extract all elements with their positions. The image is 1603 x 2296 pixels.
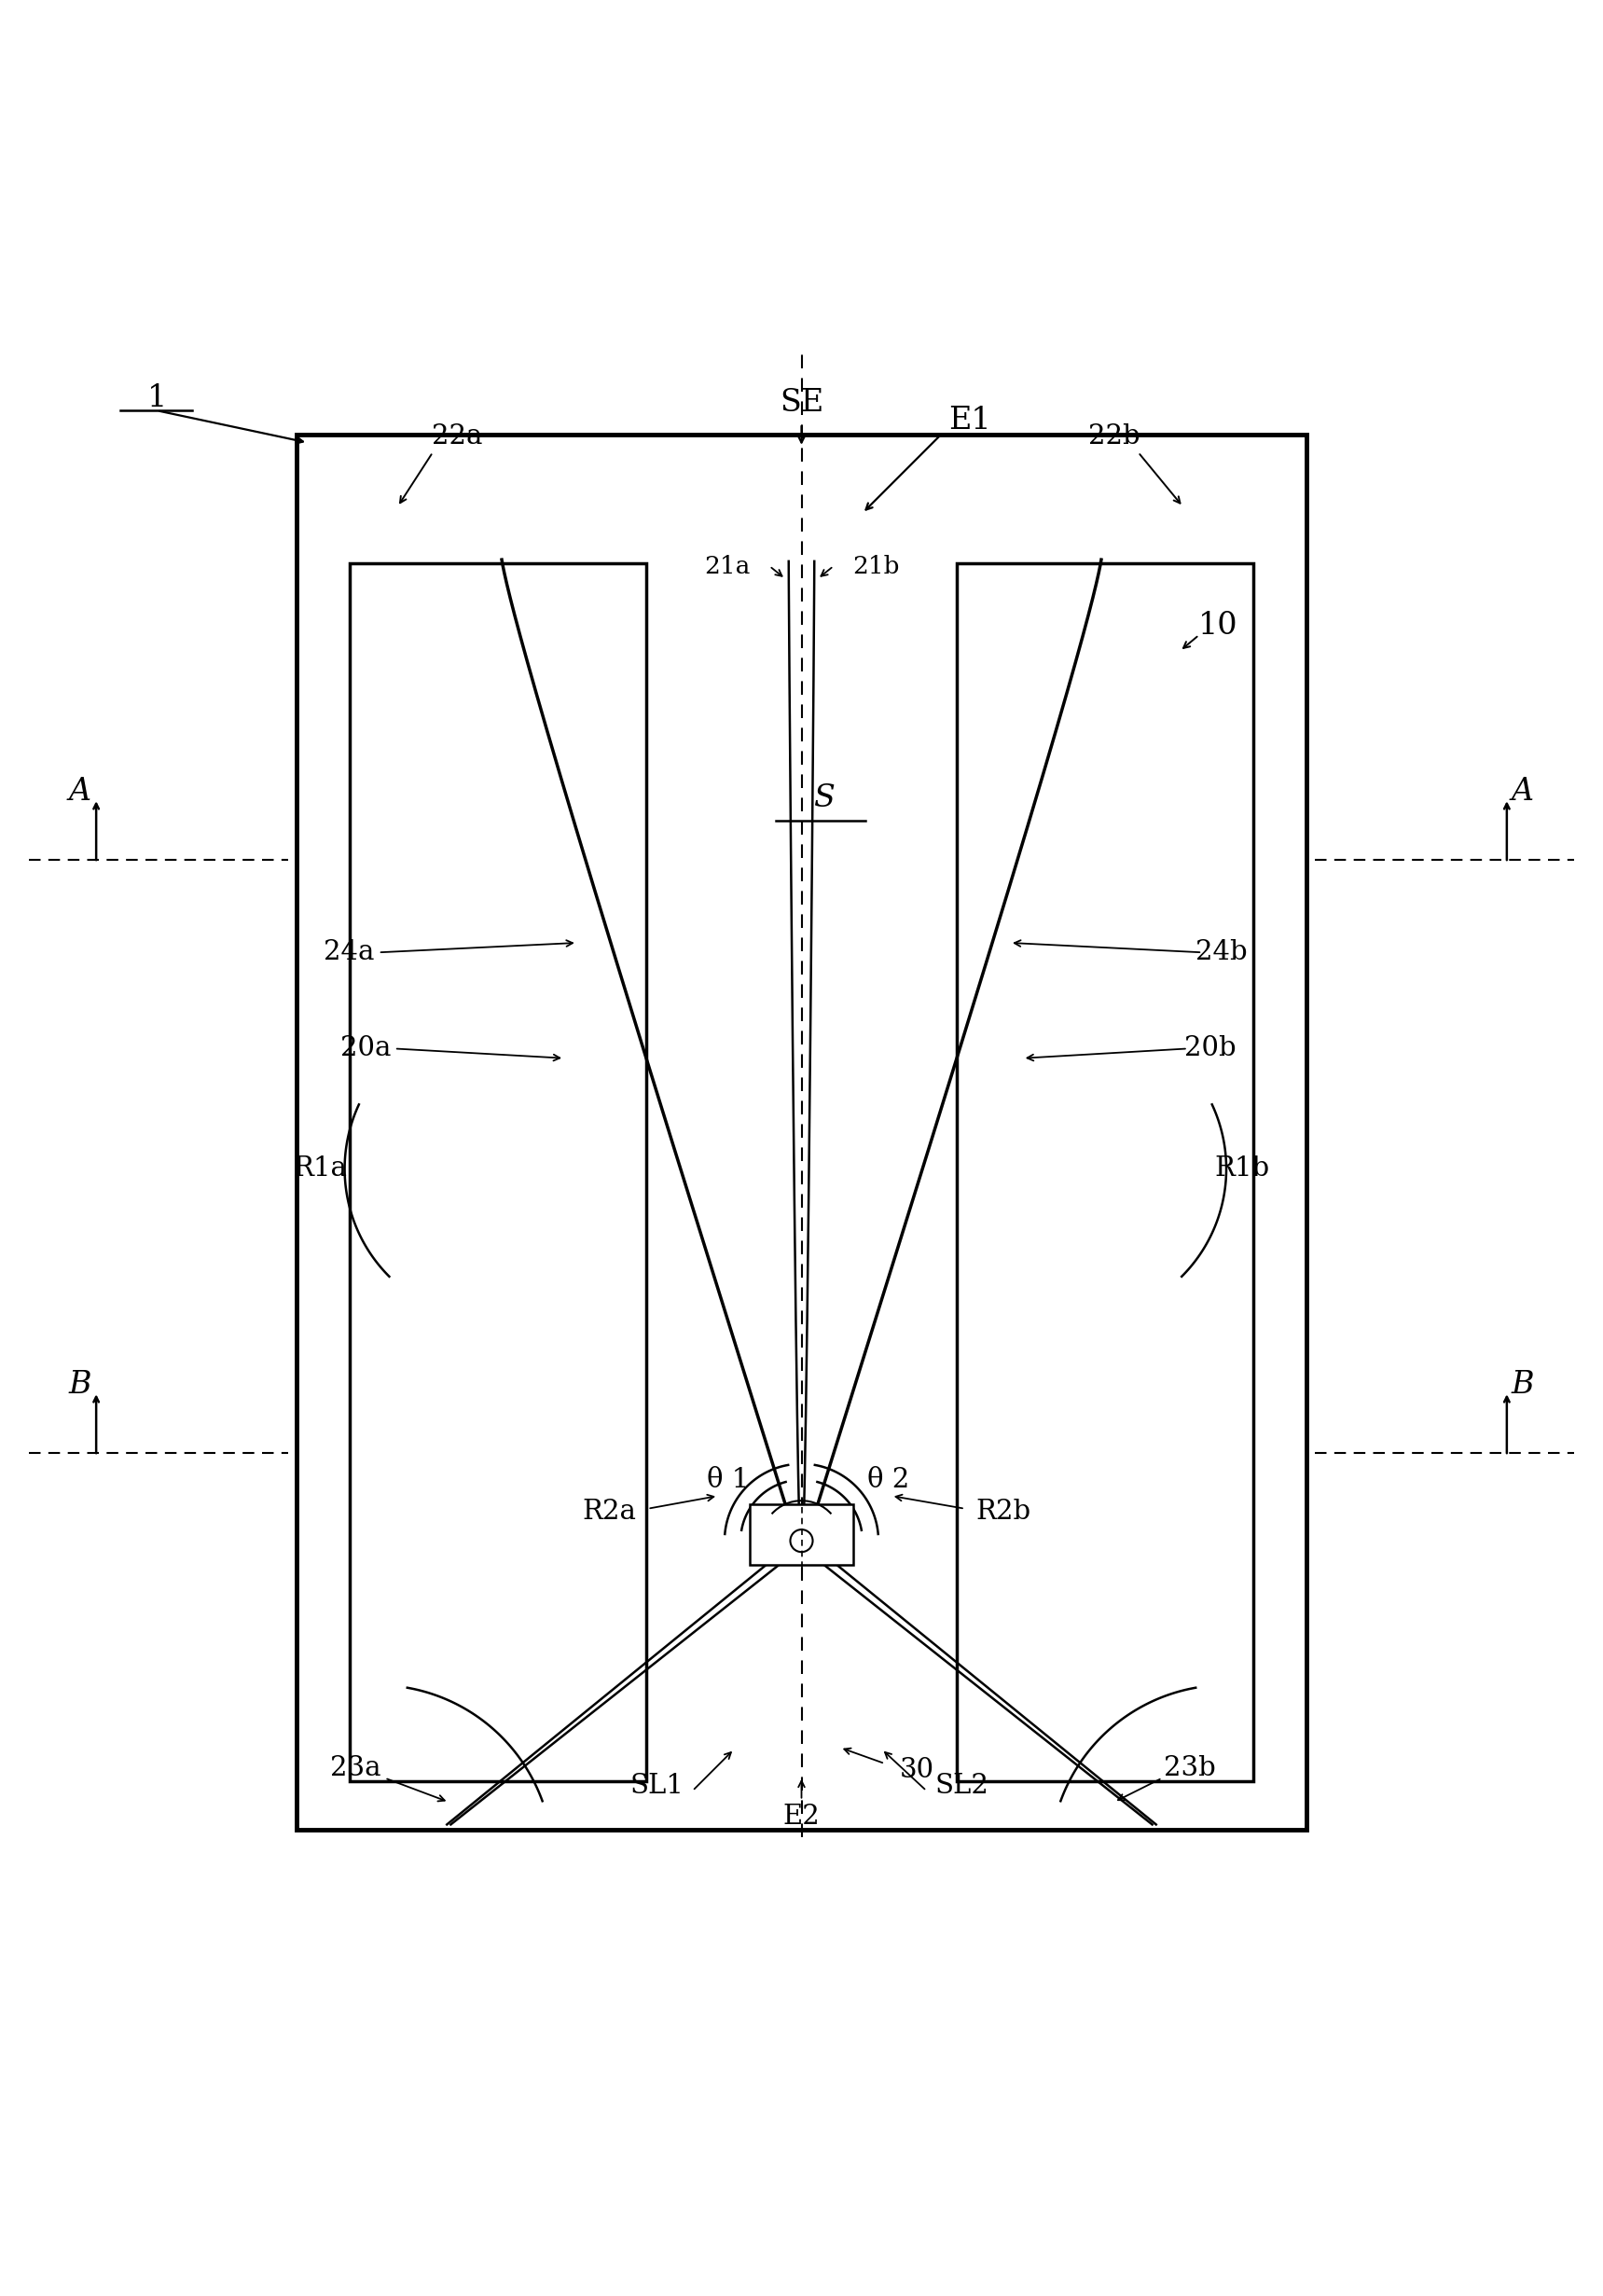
Text: R1b: R1b bbox=[1215, 1155, 1270, 1182]
Bar bbox=[957, 563, 1254, 1782]
Text: SL1: SL1 bbox=[630, 1773, 684, 1800]
Text: 30: 30 bbox=[899, 1756, 935, 1784]
Text: 24b: 24b bbox=[1196, 939, 1247, 967]
Text: A: A bbox=[69, 776, 91, 806]
Text: 22a: 22a bbox=[431, 422, 483, 450]
Text: 22b: 22b bbox=[1088, 422, 1140, 450]
Text: B: B bbox=[69, 1371, 91, 1401]
Text: R1a: R1a bbox=[293, 1155, 348, 1182]
Text: E1: E1 bbox=[949, 406, 991, 436]
Text: 24a: 24a bbox=[324, 939, 375, 967]
Text: 1: 1 bbox=[147, 383, 167, 413]
Text: SE: SE bbox=[779, 388, 824, 418]
Circle shape bbox=[790, 1529, 813, 1552]
Text: A: A bbox=[1512, 776, 1534, 806]
Bar bbox=[349, 563, 646, 1782]
Bar bbox=[297, 434, 1306, 1830]
Text: 21b: 21b bbox=[853, 553, 899, 579]
Text: θ 2: θ 2 bbox=[867, 1467, 909, 1492]
Text: SL2: SL2 bbox=[935, 1773, 989, 1800]
Text: 23a: 23a bbox=[330, 1756, 382, 1782]
Text: 23b: 23b bbox=[1164, 1756, 1215, 1782]
Text: E2: E2 bbox=[782, 1802, 821, 1830]
Text: B: B bbox=[1512, 1371, 1534, 1401]
Text: θ 1: θ 1 bbox=[707, 1467, 749, 1492]
Bar bbox=[750, 1504, 853, 1566]
Text: R2b: R2b bbox=[976, 1499, 1031, 1525]
Text: 10: 10 bbox=[1199, 611, 1238, 641]
Text: 20b: 20b bbox=[1185, 1035, 1236, 1061]
Text: R2a: R2a bbox=[582, 1499, 636, 1525]
Text: 20a: 20a bbox=[340, 1035, 391, 1061]
Text: S: S bbox=[813, 783, 835, 813]
Text: 21a: 21a bbox=[704, 553, 750, 579]
